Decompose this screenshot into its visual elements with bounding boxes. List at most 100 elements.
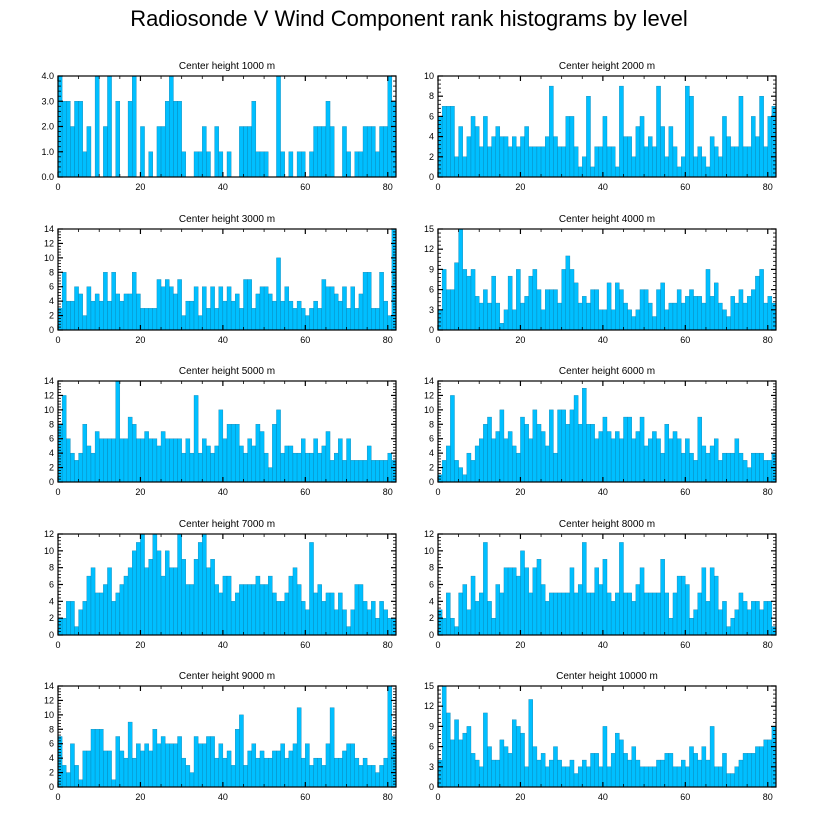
histogram-bar xyxy=(512,136,517,178)
y-tick-label: 4 xyxy=(49,596,54,606)
histogram-bar xyxy=(730,617,735,636)
histogram-bar xyxy=(107,300,112,331)
y-tick-label: 0 xyxy=(49,630,54,640)
histogram-bar xyxy=(557,146,562,178)
histogram-bar xyxy=(742,753,748,788)
histogram-bar xyxy=(342,286,347,331)
histogram-bar xyxy=(309,452,314,483)
histogram-bar xyxy=(177,101,182,178)
histogram-bar xyxy=(660,759,665,788)
histogram-bar xyxy=(639,116,645,178)
histogram-bar xyxy=(536,424,542,483)
histogram-bar xyxy=(722,309,727,331)
histogram-bar xyxy=(321,279,327,331)
histogram-bar xyxy=(602,559,608,636)
panel-title: Center height 9000 m xyxy=(179,671,275,682)
histogram-bar xyxy=(173,743,178,788)
histogram-bar xyxy=(119,584,125,636)
histogram-bar xyxy=(450,289,455,331)
histogram-bar xyxy=(713,438,719,483)
histogram-bar xyxy=(627,136,632,178)
histogram-bar xyxy=(458,592,463,636)
histogram-bar xyxy=(503,438,509,483)
histogram-bar xyxy=(358,293,364,331)
histogram-bar xyxy=(148,308,153,331)
histogram-bar xyxy=(705,166,711,178)
histogram-bar xyxy=(664,753,670,788)
histogram-bar xyxy=(210,452,215,483)
histogram-bar xyxy=(309,765,314,788)
x-tick-label: 0 xyxy=(435,640,440,650)
histogram-bar xyxy=(218,151,224,178)
histogram-bar xyxy=(202,533,207,636)
histogram-bar xyxy=(697,416,702,483)
histogram-bar xyxy=(86,126,92,178)
histogram-bar xyxy=(115,736,121,788)
histogram-bar xyxy=(441,269,447,331)
histogram-bar xyxy=(751,116,756,178)
histogram-bar xyxy=(458,126,463,178)
histogram-bar xyxy=(288,750,294,788)
histogram-bar xyxy=(619,438,624,483)
histogram-bar xyxy=(317,584,322,636)
histogram-bar xyxy=(66,601,71,636)
histogram-bar xyxy=(333,293,339,331)
y-tick-label: 2 xyxy=(429,613,434,623)
histogram-bar xyxy=(553,136,558,178)
histogram-bar xyxy=(263,151,269,178)
histogram-bar xyxy=(643,146,649,178)
histogram-bar xyxy=(235,293,240,331)
histogram-bar xyxy=(123,757,129,788)
histogram-bar xyxy=(565,424,571,483)
histogram-bar xyxy=(458,467,463,483)
histogram-bar xyxy=(222,575,228,636)
histogram-bar xyxy=(342,460,347,483)
histogram-bar xyxy=(512,567,517,636)
y-tick-label: 0 xyxy=(49,782,54,792)
histogram-bar xyxy=(103,750,108,788)
histogram-bar xyxy=(292,308,298,331)
histogram-bar xyxy=(648,438,653,483)
y-tick-label: 8 xyxy=(49,724,54,734)
histogram-bar xyxy=(573,773,579,788)
histogram-bar xyxy=(532,746,538,788)
histogram-bar xyxy=(263,584,269,636)
y-tick-label: 10 xyxy=(424,405,434,415)
histogram-bar xyxy=(333,452,339,483)
histogram-bar xyxy=(685,85,690,178)
histogram-bar xyxy=(140,750,145,788)
histogram-bar xyxy=(296,452,302,483)
y-tick-label: 10 xyxy=(424,71,434,81)
histogram-bar xyxy=(656,289,661,331)
histogram-panel-8: Center height 8000 m 0 20 40 60 80 0 2 4 6 8 10 12 xyxy=(424,519,777,650)
histogram-bar xyxy=(701,156,707,178)
histogram-bar xyxy=(635,431,641,483)
histogram-bar xyxy=(181,315,186,331)
histogram-bar xyxy=(594,567,599,636)
histogram-bar xyxy=(441,460,447,483)
x-tick-label: 80 xyxy=(763,335,773,345)
histogram-bar xyxy=(115,101,121,178)
histogram-bar xyxy=(594,438,599,483)
y-tick-label: 12 xyxy=(424,529,434,539)
x-tick-label: 60 xyxy=(300,640,310,650)
histogram-bar xyxy=(86,286,92,331)
panel-title: Center height 3000 m xyxy=(179,214,275,225)
histogram-bar xyxy=(623,136,628,178)
histogram-bar xyxy=(338,757,343,788)
y-tick-label: 4.0 xyxy=(41,71,54,81)
histogram-bar xyxy=(342,126,347,178)
histogram-bar xyxy=(342,750,347,788)
histogram-panel-1: Center height 1000 m 0 20 40 60 80 0.0 1.0 2.0 3.… xyxy=(41,61,397,192)
histogram-bar xyxy=(144,567,149,636)
histogram-bar xyxy=(321,126,327,178)
histogram-bar xyxy=(598,584,604,636)
y-tick-label: 10 xyxy=(44,253,54,263)
histogram-bar xyxy=(288,445,294,483)
histogram-bar xyxy=(569,116,575,178)
histogram-bar xyxy=(358,584,364,636)
histogram-bar xyxy=(470,269,476,331)
histogram-bar xyxy=(375,617,380,636)
histogram-bar xyxy=(672,146,678,178)
histogram-bar xyxy=(288,300,294,331)
